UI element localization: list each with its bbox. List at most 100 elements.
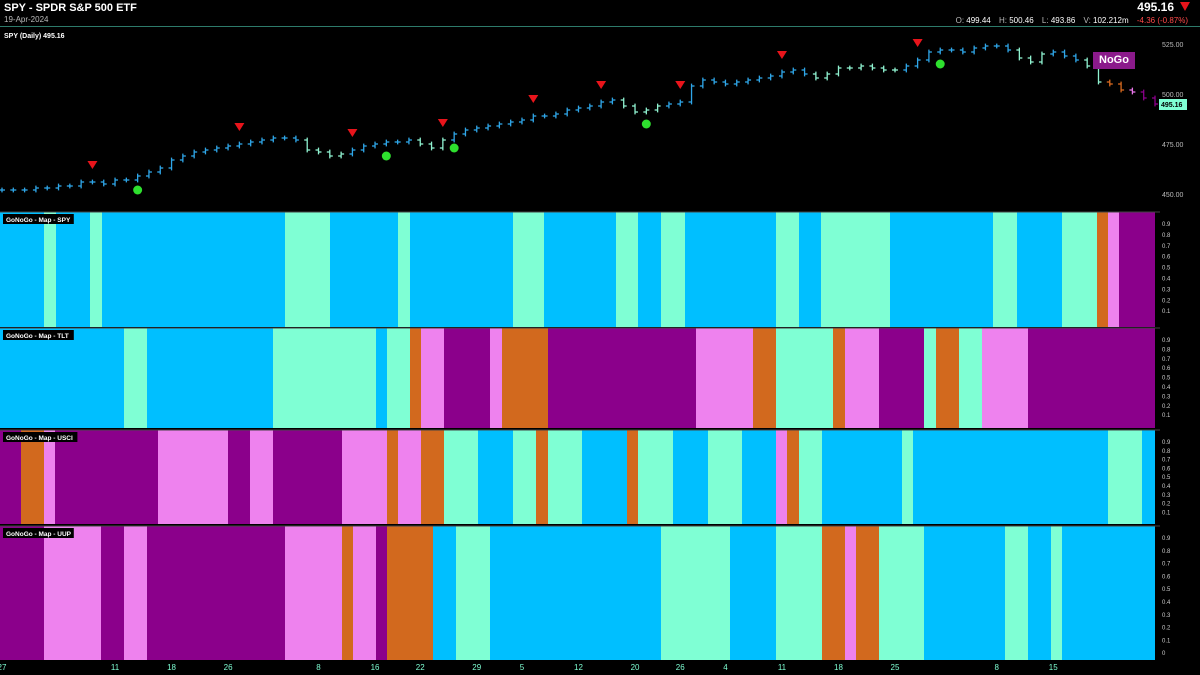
- header-divider: [0, 26, 1200, 27]
- heatmap-cell: [421, 430, 444, 524]
- heatmap-y-tick: 0.2: [1162, 626, 1171, 632]
- heatmap-title-bg: [3, 214, 74, 224]
- heatmap-cell: [638, 212, 661, 327]
- heatmap-y-tick: 0.5: [1162, 475, 1171, 481]
- heatmap-cell: [845, 526, 856, 660]
- heatmap-cell: [1005, 526, 1028, 660]
- x-tick-label: 20: [631, 663, 640, 672]
- heatmap-y-tick: 0.2: [1162, 404, 1171, 410]
- heatmap-y-tick: 0.6: [1162, 255, 1171, 261]
- heatmap-y-tick: 0.4: [1162, 484, 1171, 490]
- heatmap-cell: [21, 430, 44, 524]
- heatmap-cell: [1142, 430, 1155, 524]
- heatmap-y-tick: 0.8: [1162, 347, 1171, 353]
- nogo-triangle-marker: [234, 123, 245, 131]
- heatmap-cell: [742, 430, 776, 524]
- heatmap-cell: [398, 430, 421, 524]
- heatmap-cell: [433, 526, 456, 660]
- heatmap-cell: [799, 212, 821, 327]
- heatmap-cell: [821, 212, 890, 327]
- heatmap-cell: [376, 328, 387, 428]
- price-panel-title: SPY (Daily) 495.16: [4, 33, 65, 40]
- heatmap-cell: [661, 212, 685, 327]
- nogo-badge: NoGo: [1093, 52, 1135, 69]
- heatmap-cell: [421, 328, 444, 428]
- heatmap-cell: [44, 526, 101, 660]
- heatmap-cell: [1062, 212, 1097, 327]
- heatmap-y-tick: 0.2: [1162, 298, 1171, 304]
- symbol-title: SPY - SPDR S&P 500 ETF: [4, 2, 137, 14]
- heatmap-title: GoNoGo - Map - TLT: [6, 333, 69, 340]
- heatmap-cell: [1062, 526, 1155, 660]
- heatmap-cell: [90, 212, 102, 327]
- heatmap-cell: [776, 328, 833, 428]
- heatmap-y-tick: 0.4: [1162, 600, 1171, 606]
- go-dot-marker: [381, 151, 391, 161]
- heatmap-cell: [936, 328, 959, 428]
- heatmap-y-tick: 0.2: [1162, 502, 1171, 508]
- heatmap-cell: [879, 526, 924, 660]
- heatmap-cell: [924, 526, 1005, 660]
- heatmap-cell: [330, 212, 398, 327]
- x-tick-label: 26: [224, 663, 233, 672]
- heatmap-y-tick: 0.3: [1162, 493, 1171, 499]
- heatmap-title: GoNoGo - Map - USCI: [6, 435, 73, 442]
- x-tick-label: 22: [416, 663, 425, 672]
- heatmap-cell: [387, 328, 410, 428]
- heatmap-cell: [1017, 212, 1062, 327]
- heatmap-y-tick: 0.9: [1162, 440, 1171, 446]
- heatmap-title-bg: [3, 528, 74, 538]
- heatmap-y-tick: 0.3: [1162, 287, 1171, 293]
- heatmap-cell: [616, 212, 638, 327]
- heatmap-cell: [342, 430, 387, 524]
- heatmap-cell: [1108, 430, 1142, 524]
- high-label: H:: [998, 16, 1007, 25]
- go-dot-marker: [935, 59, 945, 69]
- heatmap-title: GoNoGo - Map - UUP: [6, 531, 72, 538]
- nogo-triangle-marker: [528, 95, 539, 103]
- heatmap-cell: [285, 526, 342, 660]
- heatmap-cell: [776, 526, 822, 660]
- heatmap-cell: [890, 212, 993, 327]
- price-y-tick: 525.00: [1162, 42, 1184, 49]
- low-value: 493.86: [1050, 16, 1076, 25]
- heatmap-cell: [147, 328, 273, 428]
- price-change: -4.36 (-0.87%): [1136, 16, 1188, 25]
- heatmap-y-tick: 0.1: [1162, 510, 1171, 516]
- heatmap-cell: [993, 212, 1017, 327]
- heatmap-y-tick: 0.4: [1162, 277, 1171, 283]
- heatmap-y-tick: 0.6: [1162, 574, 1171, 580]
- x-tick-label: 15: [1049, 663, 1058, 672]
- heatmap-cell: [673, 430, 708, 524]
- heatmap-cell: [1097, 212, 1108, 327]
- last-value-box: [1159, 99, 1187, 110]
- heatmap-cell: [776, 430, 787, 524]
- x-tick-label: 8: [995, 663, 1000, 672]
- heatmap-y-tick: 0.7: [1162, 244, 1171, 250]
- heatmap-cell: [0, 526, 44, 660]
- ohlc-readout: O: 499.44 H: 500.46 L: 493.86 V: 102.212…: [956, 16, 1188, 25]
- x-tick-label: 29: [472, 663, 481, 672]
- heatmap-cell: [0, 328, 124, 428]
- heatmap-cell: [1119, 212, 1155, 327]
- heatmap-y-tick: 0.1: [1162, 413, 1171, 419]
- heatmap-y-tick: 0.8: [1162, 549, 1171, 555]
- heatmap-cell: [124, 328, 147, 428]
- heatmap-title: GoNoGo - Map - SPY: [6, 217, 71, 224]
- heatmap-cell: [387, 430, 398, 524]
- heatmap-y-tick: 0.7: [1162, 357, 1171, 363]
- nogo-triangle-marker: [776, 51, 787, 59]
- heatmap-cell: [822, 526, 845, 660]
- x-tick-label: 25: [891, 663, 900, 672]
- heatmap-cell: [398, 212, 410, 327]
- heatmap-cell: [544, 212, 616, 327]
- open-value: 499.44: [966, 16, 991, 25]
- heatmap-cell: [696, 328, 753, 428]
- down-arrow-icon: [1180, 2, 1190, 11]
- price-y-tick: 475.00: [1162, 142, 1184, 149]
- heatmap-cell: [353, 526, 376, 660]
- heatmap-cell: [753, 328, 776, 428]
- heatmap-cell: [250, 430, 273, 524]
- low-label: L:: [1041, 16, 1049, 25]
